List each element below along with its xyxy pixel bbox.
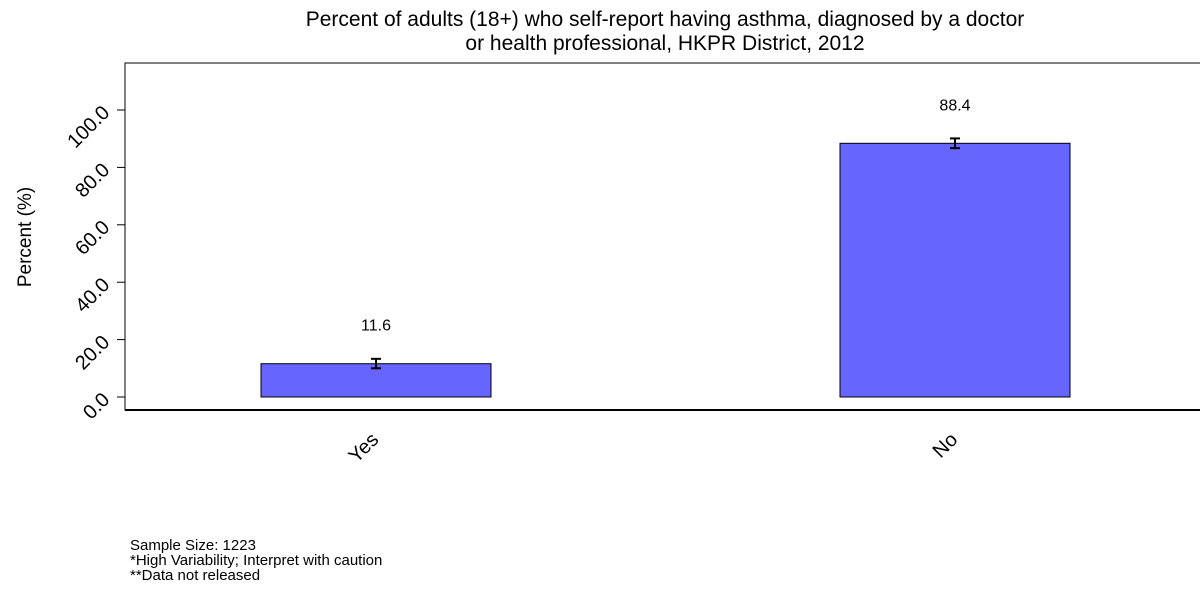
bar-chart: Percent of adults (18+) who self-report … <box>15 8 1200 468</box>
chart-title-line-1: Percent of adults (18+) who self-report … <box>306 8 1025 31</box>
bars-group: 11.6 88.4 <box>260 97 1071 398</box>
y-axis-title: Percent (%) <box>15 187 36 287</box>
high-variability-note: *High Variability; Interpret with cautio… <box>130 552 383 569</box>
y-axis-ticks: 0.0 20.0 40.0 60.0 80.0 100.0 <box>63 102 125 424</box>
y-tick-label: 20.0 <box>71 331 114 374</box>
footnotes: Sample Size: 1223 *High Variability; Int… <box>130 538 382 583</box>
error-bar <box>950 137 960 150</box>
data-label: 88.4 <box>939 97 970 114</box>
y-tick-label: 80.0 <box>71 159 114 202</box>
chart-title-line-2: or health professional, HKPR District, 2… <box>465 32 864 55</box>
category-label: Yes <box>345 429 384 468</box>
sample-size-note: Sample Size: 1223 <box>130 537 256 554</box>
bar-no <box>839 142 1071 398</box>
category-label: No <box>929 429 963 463</box>
error-bar <box>371 357 381 370</box>
category-labels: Yes No <box>345 429 963 468</box>
y-tick-label: 100.0 <box>63 102 114 153</box>
not-released-note: **Data not released <box>130 567 261 584</box>
y-tick-label: 40.0 <box>71 274 114 317</box>
y-tick-label: 0.0 <box>79 389 114 424</box>
data-label: 11.6 <box>361 318 391 335</box>
y-tick-label: 60.0 <box>71 217 114 260</box>
